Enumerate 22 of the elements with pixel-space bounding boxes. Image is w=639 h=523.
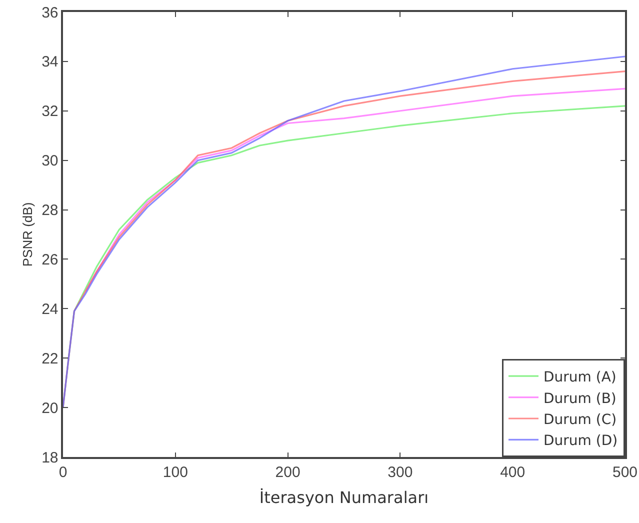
- x-axis-title: İterasyon Numaraları: [259, 488, 429, 507]
- x-tick-label: 0: [58, 464, 68, 481]
- y-tick-label: 36: [42, 4, 58, 22]
- x-tick-label: 300: [388, 464, 413, 481]
- y-tick-label: 30: [42, 152, 58, 170]
- y-tick-label: 26: [42, 251, 58, 268]
- x-tick-label: 200: [275, 464, 300, 481]
- y-tick-label: 32: [42, 103, 58, 120]
- x-tick-label: 100: [162, 464, 188, 481]
- legend-label: Durum (A): [544, 370, 616, 386]
- legend-label: Durum (D): [544, 433, 618, 450]
- y-tick-label: 22: [42, 350, 58, 368]
- x-tick-label: 500: [612, 464, 638, 481]
- x-tick-label: 400: [500, 464, 526, 481]
- y-tick-label: 24: [42, 300, 58, 318]
- y-tick-label: 20: [42, 400, 58, 417]
- legend-label: Durum (B): [544, 390, 616, 407]
- legend-label: Durum (C): [544, 412, 617, 428]
- y-tick-label: 34: [42, 54, 58, 71]
- y-axis-title: PSNR (dB): [20, 202, 36, 267]
- y-tick-label: 18: [42, 449, 58, 466]
- y-tick-label: 28: [42, 202, 58, 220]
